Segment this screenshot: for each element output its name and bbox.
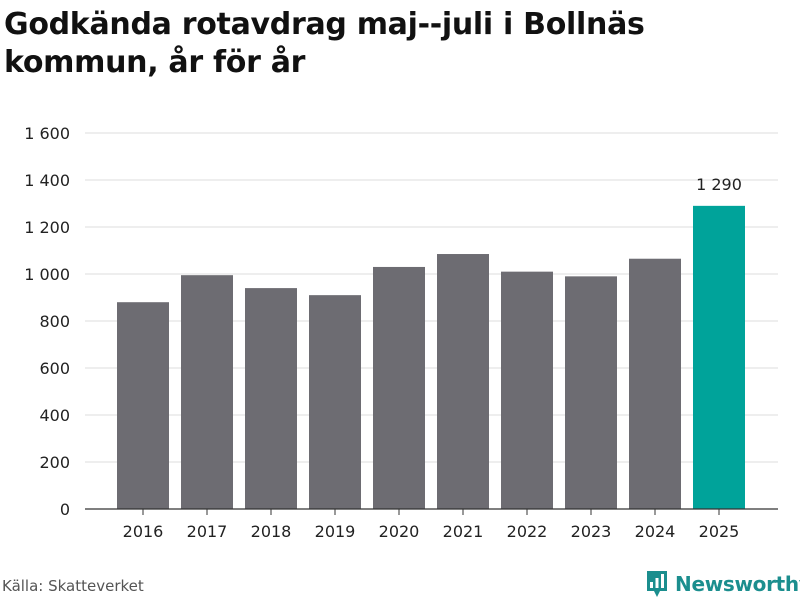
chart-title: Godkända rotavdrag maj--juli i Bollnäs k… xyxy=(4,7,645,80)
data-label: 1 290 xyxy=(696,175,742,194)
bar-chart-pin-icon xyxy=(647,571,667,597)
x-tick-label: 2019 xyxy=(315,522,356,541)
y-tick-label: 1 600 xyxy=(24,124,70,143)
source-note: Källa: Skatteverket xyxy=(2,577,144,595)
y-tick-label: 800 xyxy=(39,312,70,331)
bar xyxy=(181,275,233,509)
x-tick-label: 2018 xyxy=(251,522,292,541)
bar xyxy=(565,276,617,509)
y-tick-label: 1 400 xyxy=(24,171,70,190)
x-tick-label: 2025 xyxy=(699,522,740,541)
bar xyxy=(117,302,169,509)
bar xyxy=(373,266,425,509)
bar xyxy=(437,254,489,509)
x-tick-label: 2021 xyxy=(443,522,484,541)
y-tick-label: 200 xyxy=(39,453,70,472)
y-tick-label: 0 xyxy=(60,500,70,519)
x-tick-label: 2020 xyxy=(379,522,420,541)
y-tick-label: 400 xyxy=(39,406,70,425)
bar xyxy=(693,205,745,509)
x-tick-label: 2017 xyxy=(187,522,228,541)
newsworthy-logo: Newsworthy xyxy=(645,569,800,599)
brand-name: Newsworthy xyxy=(675,572,800,596)
bar xyxy=(309,295,361,509)
y-tick-label: 600 xyxy=(39,359,70,378)
bar xyxy=(245,288,297,509)
bar xyxy=(629,258,681,509)
y-tick-label: 1 200 xyxy=(24,218,70,237)
y-tick-label: 1 000 xyxy=(24,265,70,284)
x-tick-label: 2022 xyxy=(507,522,548,541)
x-tick-label: 2023 xyxy=(571,522,612,541)
x-tick-label: 2016 xyxy=(123,522,164,541)
x-tick-label: 2024 xyxy=(635,522,676,541)
bar xyxy=(501,271,553,509)
